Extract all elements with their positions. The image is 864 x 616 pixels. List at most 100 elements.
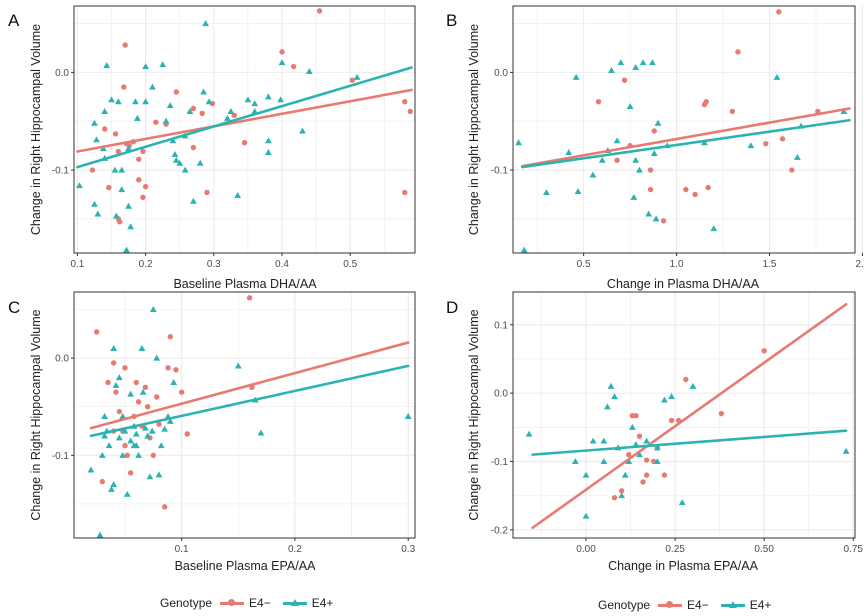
data-point-e4-positive [589, 171, 597, 178]
data-point-e4-negative [633, 412, 639, 419]
data-point-e4-positive [186, 108, 194, 114]
plot-border [73, 291, 416, 539]
tick-label-y: 0.0 [55, 68, 69, 79]
y-axis-title: Change in Right Hippocampal Volume [29, 309, 43, 520]
data-point-e4-positive [157, 442, 165, 449]
data-point-e4-positive [574, 188, 582, 195]
data-point-e4-positive [111, 166, 119, 173]
data-point-e4-positive [608, 67, 615, 73]
data-point-e4-positive [141, 424, 149, 431]
data-point-e4-negative [636, 433, 643, 439]
data-point-e4-positive [643, 437, 650, 444]
tick-label-y: -0.1 [52, 166, 70, 177]
data-point-e4-positive [404, 413, 412, 420]
data-point-e4-negative [89, 167, 96, 173]
data-point-e4-positive [678, 499, 686, 506]
data-point-e4-positive [645, 210, 653, 217]
x-axis-title: Change in Plasma EPA/AA [608, 559, 759, 573]
fit-line-e4-negative [531, 302, 848, 530]
fit-line-e4-negative [76, 88, 413, 153]
data-point-e4-positive [842, 447, 850, 454]
data-point-e4-negative [290, 63, 297, 70]
data-point-e4-negative [735, 49, 741, 55]
legend-title: Genotype [160, 596, 213, 610]
data-point-e4-positive [166, 102, 174, 109]
tick-label-x: 0.3 [207, 259, 221, 270]
data-point-e4-positive [520, 246, 528, 253]
data-point-e4-positive [565, 149, 573, 155]
data-point-e4-negative [204, 189, 210, 196]
data-point-e4-positive [264, 137, 272, 144]
data-point-e4-positive [149, 83, 156, 90]
data-point-e4-positive [107, 485, 115, 492]
data-point-e4-positive [582, 512, 590, 519]
data-point-e4-positive [131, 98, 139, 105]
data-point-e4-positive [611, 393, 618, 400]
data-point-e4-positive [571, 458, 579, 465]
data-point-e4-positive [123, 246, 130, 253]
tick-label-y: 0.0 [55, 354, 69, 365]
data-point-e4-negative [93, 329, 100, 335]
data-point-e4-positive [251, 100, 259, 107]
data-point-e4-positive [112, 381, 120, 388]
data-point-e4-positive [127, 390, 135, 397]
panel-label: D [446, 298, 458, 317]
data-point-e4-negative [178, 389, 185, 395]
data-point-e4-positive [234, 191, 242, 198]
data-point-e4-negative [136, 156, 142, 162]
data-point-e4-positive [170, 379, 178, 385]
data-point-e4-positive [661, 396, 668, 403]
data-point-e4-negative [136, 177, 142, 183]
data-point-e4-positive [630, 193, 638, 200]
data-point-e4-positive [155, 471, 163, 478]
data-point-e4-negative [184, 431, 190, 437]
data-point-e4-positive [96, 531, 104, 538]
data-point-e4-negative [142, 384, 149, 390]
tick-label-y: -0.1 [491, 457, 509, 468]
data-point-e4-negative [402, 189, 408, 196]
data-point-e4-negative [661, 472, 668, 478]
data-point-e4-positive [353, 73, 361, 80]
data-point-e4-positive [134, 114, 141, 121]
tick-label-x: 0.50 [754, 544, 774, 555]
data-point-e4-negative [116, 408, 123, 415]
plot-border [512, 5, 856, 254]
tick-label-x: 0.4 [275, 259, 289, 270]
data-point-e4-negative [595, 98, 602, 105]
data-point-e4-positive [118, 166, 126, 173]
data-point-e4-negative [113, 389, 119, 395]
data-point-e4-negative [651, 128, 657, 134]
data-point-e4-negative [142, 183, 149, 190]
data-point-e4-positive [172, 156, 180, 163]
data-point-e4-negative [173, 367, 179, 373]
data-point-e4-negative [647, 186, 654, 193]
data-point-e4-negative [660, 218, 667, 224]
data-point-e4-negative [729, 108, 736, 115]
data-point-e4-negative [718, 410, 725, 417]
data-point-e4-negative [789, 167, 795, 173]
data-point-e4-negative [231, 112, 237, 119]
data-point-e4-negative [150, 452, 157, 459]
plot-background [513, 6, 855, 253]
y-axis-title: Change in Right Hippocampal Volume [467, 24, 481, 235]
data-point-e4-positive [653, 458, 661, 465]
data-point-e4-positive [299, 127, 306, 134]
data-point-e4-positive [632, 156, 640, 163]
data-point-e4-negative [668, 417, 675, 424]
data-point-e4-positive [91, 200, 98, 207]
data-point-e4-negative [127, 470, 134, 476]
data-point-e4-negative [611, 494, 618, 501]
data-point-e4-positive [649, 59, 656, 66]
data-point-e4-negative [618, 488, 625, 494]
data-point-e4-positive [654, 119, 662, 126]
y-axis-title: Change in Right Hippocampal Volume [29, 24, 43, 235]
tick-label-y: -0.2 [491, 525, 509, 536]
data-point-e4-positive [142, 63, 150, 70]
data-point-e4-positive [652, 215, 660, 222]
plot-background [74, 292, 415, 538]
data-point-e4-negative [761, 348, 767, 354]
data-point-e4-negative [135, 399, 142, 405]
data-point-e4-positive [119, 413, 127, 420]
data-point-e4-negative [122, 42, 128, 48]
data-point-e4-negative [349, 77, 355, 83]
